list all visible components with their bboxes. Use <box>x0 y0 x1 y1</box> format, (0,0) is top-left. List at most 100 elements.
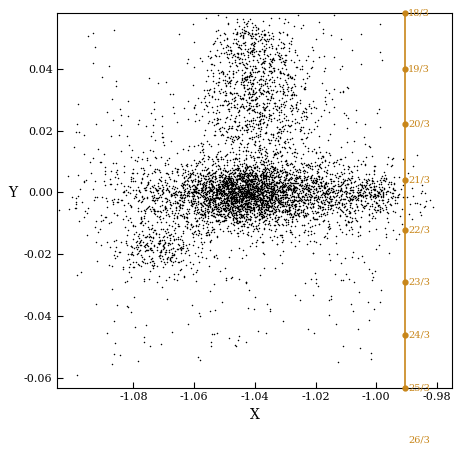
Point <box>337 193 344 200</box>
Point <box>256 132 263 140</box>
Point <box>366 171 373 178</box>
Point <box>225 179 232 186</box>
Point <box>155 214 163 221</box>
Point <box>238 183 246 190</box>
Point <box>148 182 156 189</box>
Point <box>231 189 239 196</box>
Point <box>377 178 384 185</box>
Point <box>311 180 319 187</box>
Point <box>237 174 244 181</box>
Point <box>302 116 310 123</box>
Point <box>290 194 297 201</box>
Point <box>196 211 203 218</box>
Point <box>253 225 260 232</box>
Point <box>247 50 254 57</box>
Point <box>207 60 214 67</box>
Point <box>254 221 262 229</box>
Point <box>177 191 184 198</box>
Point <box>290 152 297 159</box>
Point <box>289 204 296 211</box>
Point <box>219 156 226 163</box>
Point <box>165 239 172 247</box>
Point <box>261 151 268 158</box>
Point <box>266 213 274 220</box>
Point <box>240 190 248 197</box>
Point <box>267 188 274 195</box>
Point <box>224 21 231 28</box>
Point <box>264 176 271 183</box>
Point <box>140 243 148 250</box>
Point <box>261 183 268 190</box>
Point <box>196 170 204 177</box>
Point <box>214 180 221 187</box>
Point <box>167 240 174 247</box>
Point <box>263 182 270 189</box>
Point <box>209 197 217 204</box>
Point <box>169 232 177 239</box>
Point <box>267 203 274 210</box>
Point <box>233 207 241 214</box>
Point <box>204 205 212 212</box>
Point <box>227 83 234 90</box>
Point <box>249 222 256 229</box>
Point <box>319 190 326 197</box>
Point <box>266 219 273 226</box>
Point <box>361 121 368 128</box>
Point <box>127 273 135 281</box>
Point <box>202 184 210 191</box>
Point <box>228 60 236 67</box>
Point <box>261 151 269 158</box>
Point <box>242 171 249 178</box>
Point <box>259 238 266 246</box>
Point <box>193 211 200 218</box>
Point <box>213 233 220 240</box>
Point <box>320 53 328 60</box>
Point <box>174 213 181 220</box>
Point <box>226 204 234 211</box>
Point <box>314 188 322 195</box>
Point <box>274 117 281 124</box>
Point <box>215 208 223 216</box>
Point <box>181 273 188 281</box>
Point <box>208 198 215 206</box>
Point <box>174 235 181 242</box>
Point <box>227 174 235 181</box>
Point <box>221 202 229 210</box>
Point <box>181 177 189 185</box>
Point <box>106 175 113 182</box>
Point <box>241 213 248 220</box>
Point <box>206 197 213 204</box>
Point <box>247 84 254 92</box>
Point <box>275 141 283 148</box>
Point <box>229 214 236 221</box>
Point <box>249 46 257 53</box>
Point <box>347 193 355 200</box>
Point <box>225 79 232 86</box>
Point <box>280 202 287 209</box>
Point <box>211 87 218 94</box>
Point <box>281 182 288 189</box>
Point <box>195 214 203 221</box>
Point <box>233 113 240 120</box>
Point <box>235 134 242 141</box>
Point <box>335 204 342 211</box>
Point <box>147 225 154 233</box>
Point <box>383 189 390 196</box>
Point <box>294 190 301 197</box>
Point <box>214 186 222 194</box>
Point <box>259 174 266 181</box>
Point <box>228 209 235 216</box>
Point <box>264 198 271 205</box>
Point <box>219 44 227 51</box>
Point <box>159 225 166 232</box>
Point <box>259 91 266 98</box>
Point <box>250 156 258 163</box>
Point <box>256 127 264 134</box>
Point <box>334 186 341 194</box>
Point <box>248 177 255 184</box>
Point <box>357 224 364 231</box>
Point <box>148 132 155 140</box>
Point <box>131 193 138 200</box>
Point <box>266 196 273 203</box>
Point <box>267 189 275 196</box>
